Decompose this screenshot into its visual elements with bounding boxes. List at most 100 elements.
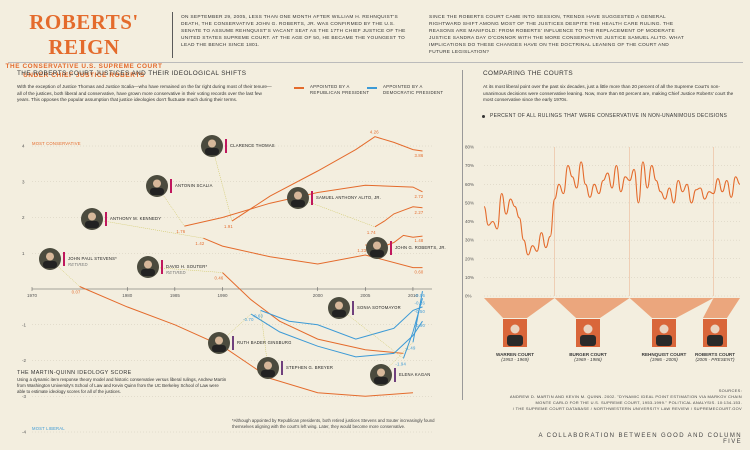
mq-title: THE MARTIN-QUINN IDEOLOGY SCORE [17,370,132,376]
start-value-label: 1.74 [367,230,376,235]
right-heading: COMPARING THE COURTS [483,70,574,77]
portrait-robe [212,345,226,352]
court-funnel-burger-court [554,298,630,318]
start-value-label: -0.60 [253,313,264,318]
court-years: (1986 - 2005) [650,357,678,362]
y-tick-label: 50% [465,200,474,205]
collaboration-credit: A COLLABORATION BETWEEN GOOD AND COLUMN … [538,433,742,445]
court-years: (1969 - 1986) [574,357,602,362]
conservative-percent-line [483,161,741,256]
court-funnel-roberts-court [703,298,740,318]
series-line-david-h-souter [222,272,404,354]
justice-note: RETIRED [68,262,88,267]
credits-label: SOURCES: [718,388,742,393]
portrait-face [659,324,669,334]
start-value-label: 0.46 [214,276,223,281]
left-body: With the exception of Justice Thomas and… [17,84,272,103]
leader-line [297,197,375,228]
series-line-john-paul-stevens [79,286,414,397]
end-value-label: 2.72 [414,194,423,199]
y-tick-label: -1 [22,322,26,327]
mq-body: Using a dynamic item response theory mod… [17,377,227,394]
justice-label-samuel-anthony-alito-jr: SAMUEL ANTHONY ALITO, JR. [316,195,381,200]
court-name: ROBERTS COURT [694,352,736,357]
start-value-label: 1.91 [224,224,233,229]
bullet-dot [482,115,485,118]
most-liberal-label: MOST LIBERAL [32,426,65,431]
credits-line-2: MONTE CARLO FOR THE U.S. SUPREME COURT, … [535,400,742,405]
justice-label-antonin-scalia: ANTONIN SCALIA [175,183,213,188]
end-value-label: 2.27 [414,210,423,215]
legend-dem-label: APPOINTED BY A DEMOCRATIC PRESIDENT [383,84,444,95]
leader-line [338,307,404,359]
portrait-face [510,324,520,334]
y-tick-label: 4 [22,144,25,149]
court-funnel-warren-court [484,298,555,318]
y-tick-label: 2 [22,215,25,220]
end-value-label: 1.48 [414,238,423,243]
party-marker [390,241,392,255]
y-tick-label: 3 [22,179,25,184]
end-value-label: 3.86 [414,153,423,158]
intro-right: SINCE THE ROBERTS COURT CAME INTO SESSIO… [429,15,685,55]
party-marker [394,368,396,382]
court-years: (1953 - 1969) [501,357,529,362]
x-tick-label: 2010 [408,293,419,298]
start-value-label: -1.49 [405,345,416,350]
y-tick-label: -4 [22,430,26,435]
court-name: REHNQUIST COURT [641,352,687,357]
header-rule [8,62,743,63]
y-tick-label: 20% [465,256,474,261]
end-value-label: -0.90 [414,323,425,328]
x-tick-label: 2000 [313,293,324,298]
start-value-label: 0.07 [72,289,81,294]
most-conservative-label: MOST CONSERVATIVE [32,141,81,146]
justice-label-anthony-m-kennedy: ANTHONY M. KENNEDY [110,216,161,221]
portrait-face [377,368,385,377]
series-line-elena-kagan [412,291,423,343]
party-marker [170,179,172,193]
court-label-rehnquist: REHNQUIST COURT (1986 - 2005) [637,352,691,362]
portrait-robe [141,269,155,276]
leader-line [260,310,269,369]
court-label-warren: WARREN COURT (1953 - 1969) [490,352,540,362]
portrait-robe [291,200,305,207]
court-funnel-rehnquist-court [629,298,714,318]
start-value-label: 1.23 [357,248,366,253]
party-marker [63,252,65,266]
portrait-face [264,361,272,370]
portrait-robe [374,377,388,384]
start-value-label: -1.94 [395,361,406,366]
series-line-stephen-g-breyer [260,306,423,340]
left-heading: THE ROBERTS COURT JUSTICES AND THEIR IDE… [17,70,247,77]
portrait-robe [150,188,164,195]
court-label-burger: BURGER COURT (1969 - 1986) [563,352,613,362]
portrait-face [46,252,54,261]
subtitle-line-2: UNDER CHIEF JUSTICE ROBERTS [23,72,145,79]
series-line-clarence-thomas [231,136,423,222]
series-line-anthony-m-kennedy [203,237,423,269]
bar-chart-label: PERCENT OF ALL RULINGS THAT WERE CONSERV… [490,113,728,119]
legend-rep-label: APPOINTED BY A REPUBLICAN PRESIDENT [310,84,370,95]
legend-rep-swatch [294,87,304,89]
justice-label-sonia-sotomayor: SONIA SOTOMAYOR [357,305,401,310]
portrait-robe [370,250,384,257]
party-marker [161,260,163,274]
party-marker [232,336,234,350]
x-tick-label: 1990 [217,293,228,298]
portrait-face [88,212,96,221]
party-marker [352,301,354,315]
right-body: At its most liberal point over the past … [483,84,734,103]
x-tick-label: 2005 [360,293,371,298]
portrait-robe [580,335,596,346]
portrait-face [710,324,720,334]
portrait-robe [332,310,346,317]
party-marker [225,139,227,153]
party-marker [105,212,107,226]
portrait-face [294,191,302,200]
portrait-robe [85,221,99,228]
x-tick-label: 1980 [122,293,133,298]
credits-line-3: / THE SUPREME COURT DATABASE / NORTHWEST… [512,406,742,411]
justice-label-elena-kagan: ELENA KAGAN [399,372,431,377]
